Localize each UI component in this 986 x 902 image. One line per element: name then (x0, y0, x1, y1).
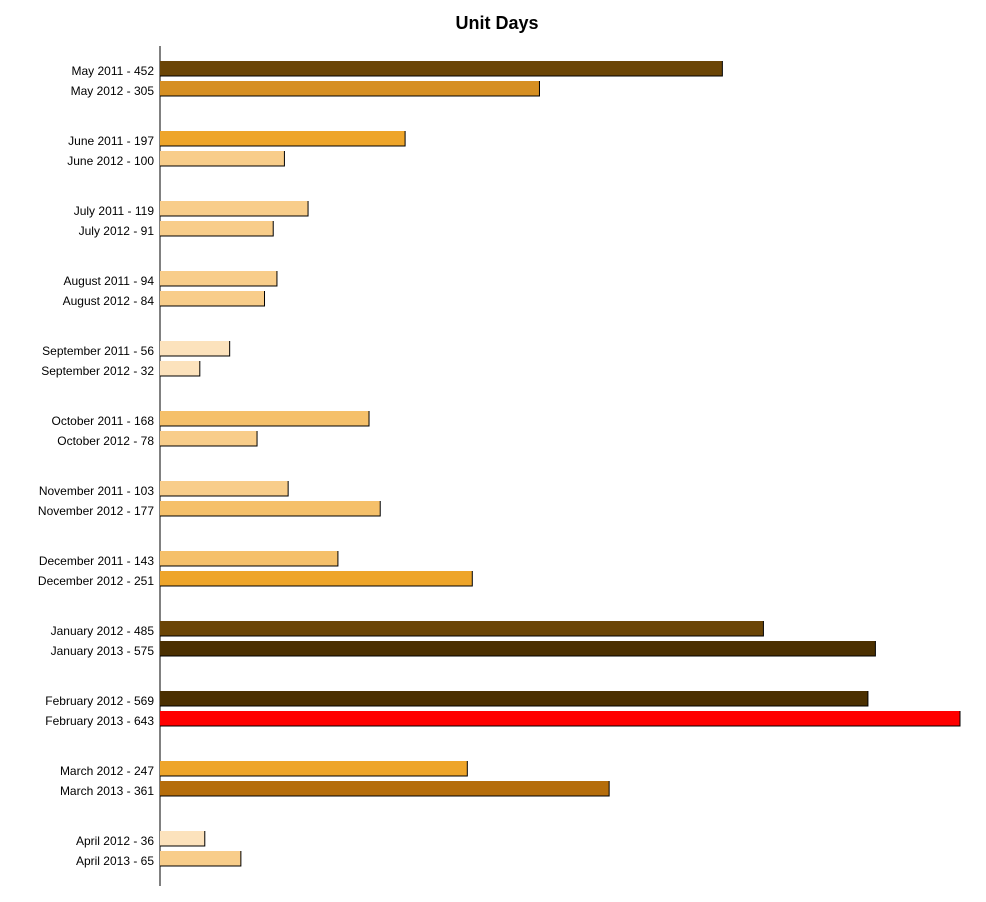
bar-label: July 2012 - 91 (79, 224, 155, 238)
bar-label: August 2011 - 94 (63, 274, 154, 288)
bar-edge (160, 291, 266, 307)
bar-edge (160, 691, 869, 707)
bar-label: October 2011 - 168 (51, 414, 154, 428)
bar-edge (160, 571, 473, 587)
bar-edge (160, 151, 285, 167)
bar (160, 431, 258, 446)
bar (160, 831, 205, 846)
bar (160, 221, 274, 236)
bar (160, 711, 960, 726)
bar (160, 481, 289, 496)
bar (160, 201, 309, 216)
bar-edge (160, 341, 231, 357)
bar-edge (160, 551, 339, 567)
bars-group (160, 61, 961, 867)
bar-edge (160, 711, 961, 727)
bar (160, 781, 610, 796)
chart-title: Unit Days (455, 13, 539, 33)
bar-label: December 2012 - 251 (38, 574, 154, 588)
bar (160, 291, 265, 306)
bar-label: December 2011 - 143 (39, 554, 155, 568)
bar-label: January 2012 - 485 (51, 624, 155, 638)
bar (160, 761, 468, 776)
bar (160, 691, 868, 706)
bar-label: May 2012 - 305 (71, 84, 155, 98)
bar-label: April 2013 - 65 (76, 854, 154, 868)
bar (160, 271, 277, 286)
bar-label: November 2011 - 103 (39, 484, 155, 498)
bar (160, 851, 241, 866)
bar-edge (160, 431, 258, 447)
bar-label: August 2012 - 84 (63, 294, 155, 308)
bar-edge (160, 481, 289, 497)
bar-edge (160, 501, 381, 517)
bar-label: July 2011 - 119 (74, 204, 155, 218)
bar (160, 411, 370, 426)
labels-group: May 2011 - 452 May 2012 - 305 June 2011 - … (38, 64, 154, 868)
bar-label: September 2011 - 56 (42, 344, 154, 358)
bar-label: May 2011 - 452 (72, 64, 155, 78)
bar-label: February 2013 - 643 (45, 714, 154, 728)
bar-edge (160, 61, 723, 77)
bar-edge (160, 271, 278, 287)
bar-label: January 2013 - 575 (51, 644, 155, 658)
bar-label: June 2011 - 197 (68, 134, 154, 148)
bar (160, 361, 200, 376)
bar (160, 131, 406, 146)
bar-edge (160, 621, 764, 637)
bar-edge (160, 361, 201, 377)
bar-edge (160, 201, 309, 217)
bar-label: April 2012 - 36 (76, 834, 154, 848)
bar-edge (160, 641, 876, 657)
bar-label: March 2012 - 247 (60, 764, 154, 778)
bar-label: November 2012 - 177 (38, 504, 154, 518)
bar-edge (160, 851, 242, 867)
bar (160, 551, 338, 566)
bar (160, 151, 285, 166)
bar (160, 81, 540, 96)
bar-edge (160, 761, 468, 777)
bar (160, 641, 876, 656)
bar-label: September 2012 - 32 (41, 364, 154, 378)
bar-label: March 2013 - 361 (60, 784, 154, 798)
bar-edge (160, 411, 370, 427)
bar-edge (160, 221, 274, 237)
bar-label: February 2012 - 569 (45, 694, 154, 708)
bar (160, 621, 764, 636)
bar-label: June 2012 - 100 (67, 154, 154, 168)
bar (160, 501, 381, 516)
bar-edge (160, 81, 540, 97)
bar-label: October 2012 - 78 (57, 434, 154, 448)
bar-edge (160, 781, 610, 797)
bar (160, 571, 473, 586)
bar-edge (160, 131, 406, 147)
bar (160, 341, 230, 356)
bar-edge (160, 831, 206, 847)
bar (160, 61, 723, 76)
